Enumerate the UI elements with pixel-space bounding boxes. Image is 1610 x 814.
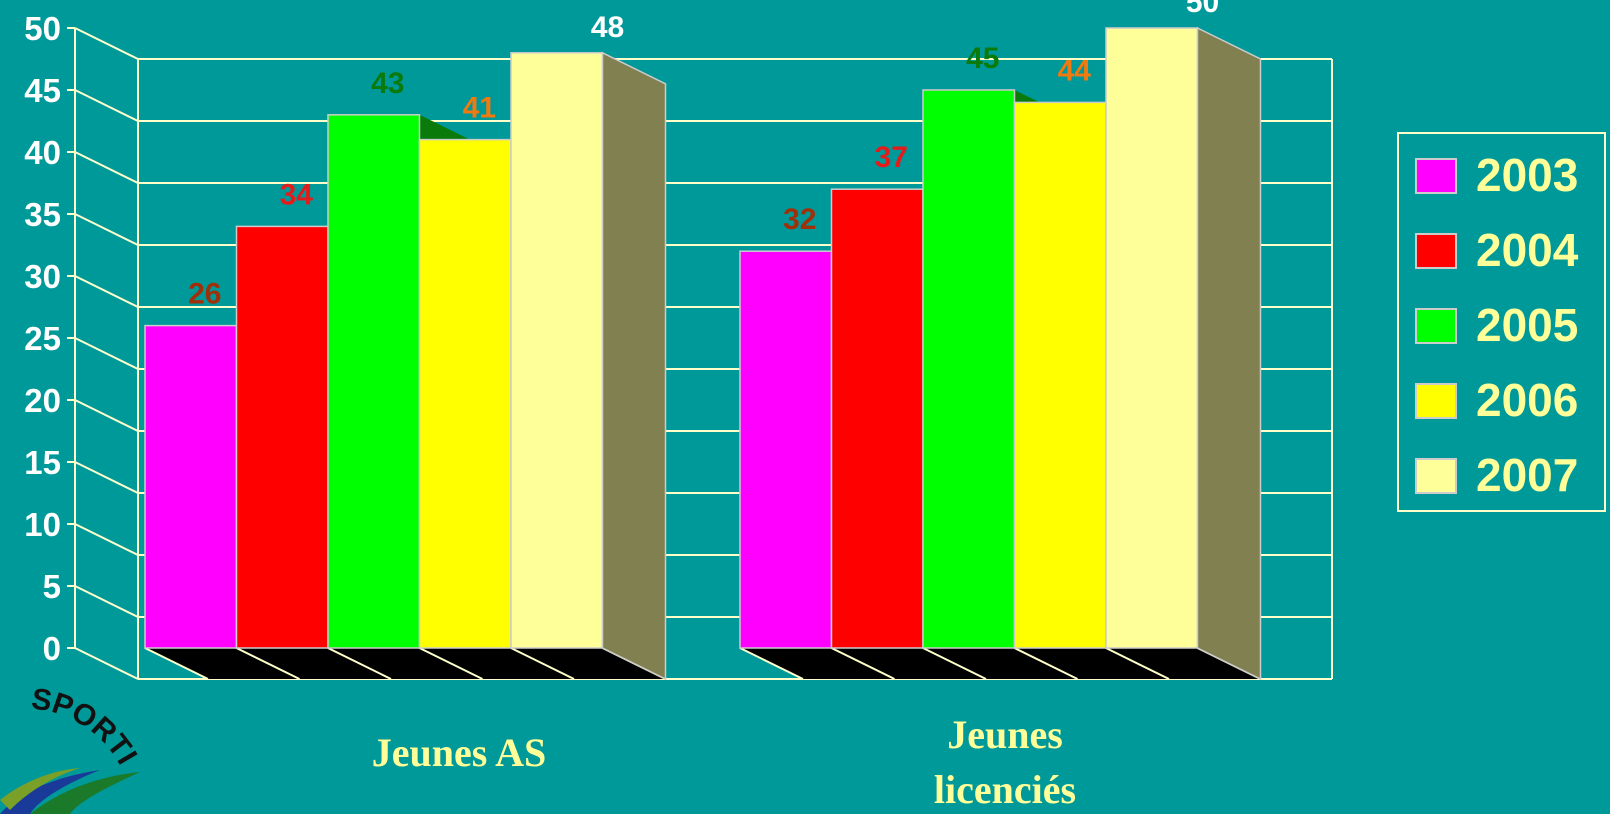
bar-1-2006 [1013, 101, 1107, 649]
legend-label-2006: 2006 [1476, 374, 1578, 426]
logo-swoosh-blue [0, 770, 100, 814]
gridline-side-35 [74, 213, 139, 246]
y-tick-label-15: 15 [24, 444, 61, 481]
y-tick-label-0: 0 [43, 630, 61, 667]
gridline-side-5 [74, 585, 139, 618]
legend-box [1397, 132, 1606, 512]
y-tick-label-20: 20 [24, 382, 61, 419]
legend-swatch-2003 [1415, 158, 1457, 194]
y-tick-label-10: 10 [24, 506, 61, 543]
legend-label-2003: 2003 [1476, 149, 1578, 201]
legend-swatch-2006 [1415, 383, 1457, 419]
logo-swoosh-green [30, 772, 140, 814]
category-label-0-line-0: Jeunes AS [372, 730, 547, 775]
bar-1-2003 [739, 250, 833, 649]
floor-separator [327, 647, 392, 680]
gridline-side-15 [74, 461, 139, 494]
data-label-1-2006: 44 [1058, 54, 1092, 87]
bar-side-face-0 [601, 51, 667, 681]
floor-separator [144, 647, 209, 680]
bar-0-2007 [510, 52, 604, 649]
y-tick-label-35: 35 [24, 196, 61, 233]
bar-layer [144, 26, 1262, 681]
gridline-side-20 [74, 399, 139, 432]
legend-label-2005: 2005 [1476, 299, 1578, 351]
legend-swatch-2007 [1415, 458, 1457, 494]
y-tick-label-5: 5 [43, 568, 61, 605]
gridline-side-30 [74, 275, 139, 308]
data-label-0-2006: 41 [463, 92, 496, 125]
floor-separator [831, 647, 895, 680]
gridline-side-10 [74, 523, 139, 556]
data-label-1-2004: 37 [875, 141, 908, 174]
bar-0-2004 [235, 225, 329, 649]
bar-1-2004 [830, 188, 924, 649]
y-tick-label-50: 50 [24, 10, 61, 47]
category-label-1-line-0: Jeunes [947, 712, 1063, 757]
logo-swoosh-lime [0, 768, 80, 810]
data-label-0-2004: 34 [280, 178, 314, 211]
y-tick-label-25: 25 [24, 320, 61, 357]
legend-label-2007: 2007 [1476, 449, 1578, 501]
bar-0-2005 [327, 114, 421, 649]
data-label-0-2005: 43 [371, 67, 404, 100]
y-tick-label-45: 45 [24, 72, 61, 109]
data-label-1-2007: 50 [1186, 0, 1219, 19]
bar-0-2006 [418, 138, 512, 649]
label-layer: 26 34 43 41 48 Jeunes AS 32 37 45 44 50 Jeunes licen… [188, 0, 1219, 812]
bar-1-2005 [922, 89, 1016, 649]
bar-0-2003 [144, 324, 238, 649]
bar-side-face-1 [1196, 26, 1262, 681]
legend-swatch-2004 [1415, 233, 1457, 269]
y-tick-label-30: 30 [24, 258, 61, 295]
floor-separator [922, 647, 987, 680]
floor-separator [510, 647, 575, 680]
y-tick-label-40: 40 [24, 134, 61, 171]
floor-separator [739, 647, 804, 680]
logo-text: SPORTI [29, 682, 143, 769]
floor-separator [1014, 647, 1078, 680]
data-label-0-2003: 26 [188, 278, 221, 311]
floor-separator [419, 647, 483, 680]
bar-1-2007 [1105, 27, 1199, 649]
bar-top-face-0-2 [419, 114, 470, 140]
axis-layer: 0 5 10 15 20 25 30 35 40 45 50 [24, 10, 1333, 679]
legend-label-2004: 2004 [1476, 224, 1579, 276]
gridline-side-25 [74, 337, 139, 370]
gridline-side-50 [74, 27, 139, 60]
floor-separator [1105, 647, 1170, 680]
legend: 2003 2004 2005 2006 2007 [1397, 132, 1606, 512]
data-label-1-2003: 32 [783, 203, 816, 236]
data-label-1-2005: 45 [966, 42, 999, 75]
gridline-side-40 [74, 151, 139, 184]
floor-layer [144, 647, 1261, 680]
data-label-0-2007: 48 [591, 11, 624, 44]
legend-swatch-2005 [1415, 308, 1457, 344]
category-label-1-line-1: licenciés [934, 767, 1076, 812]
floor-strip-1 [740, 648, 1261, 679]
gridline-side-45 [74, 89, 139, 122]
sport-logo: SPORTI [0, 682, 143, 814]
floor-separator [236, 647, 300, 680]
floor-strip-0 [145, 648, 666, 679]
gridline-side-0 [74, 647, 139, 680]
